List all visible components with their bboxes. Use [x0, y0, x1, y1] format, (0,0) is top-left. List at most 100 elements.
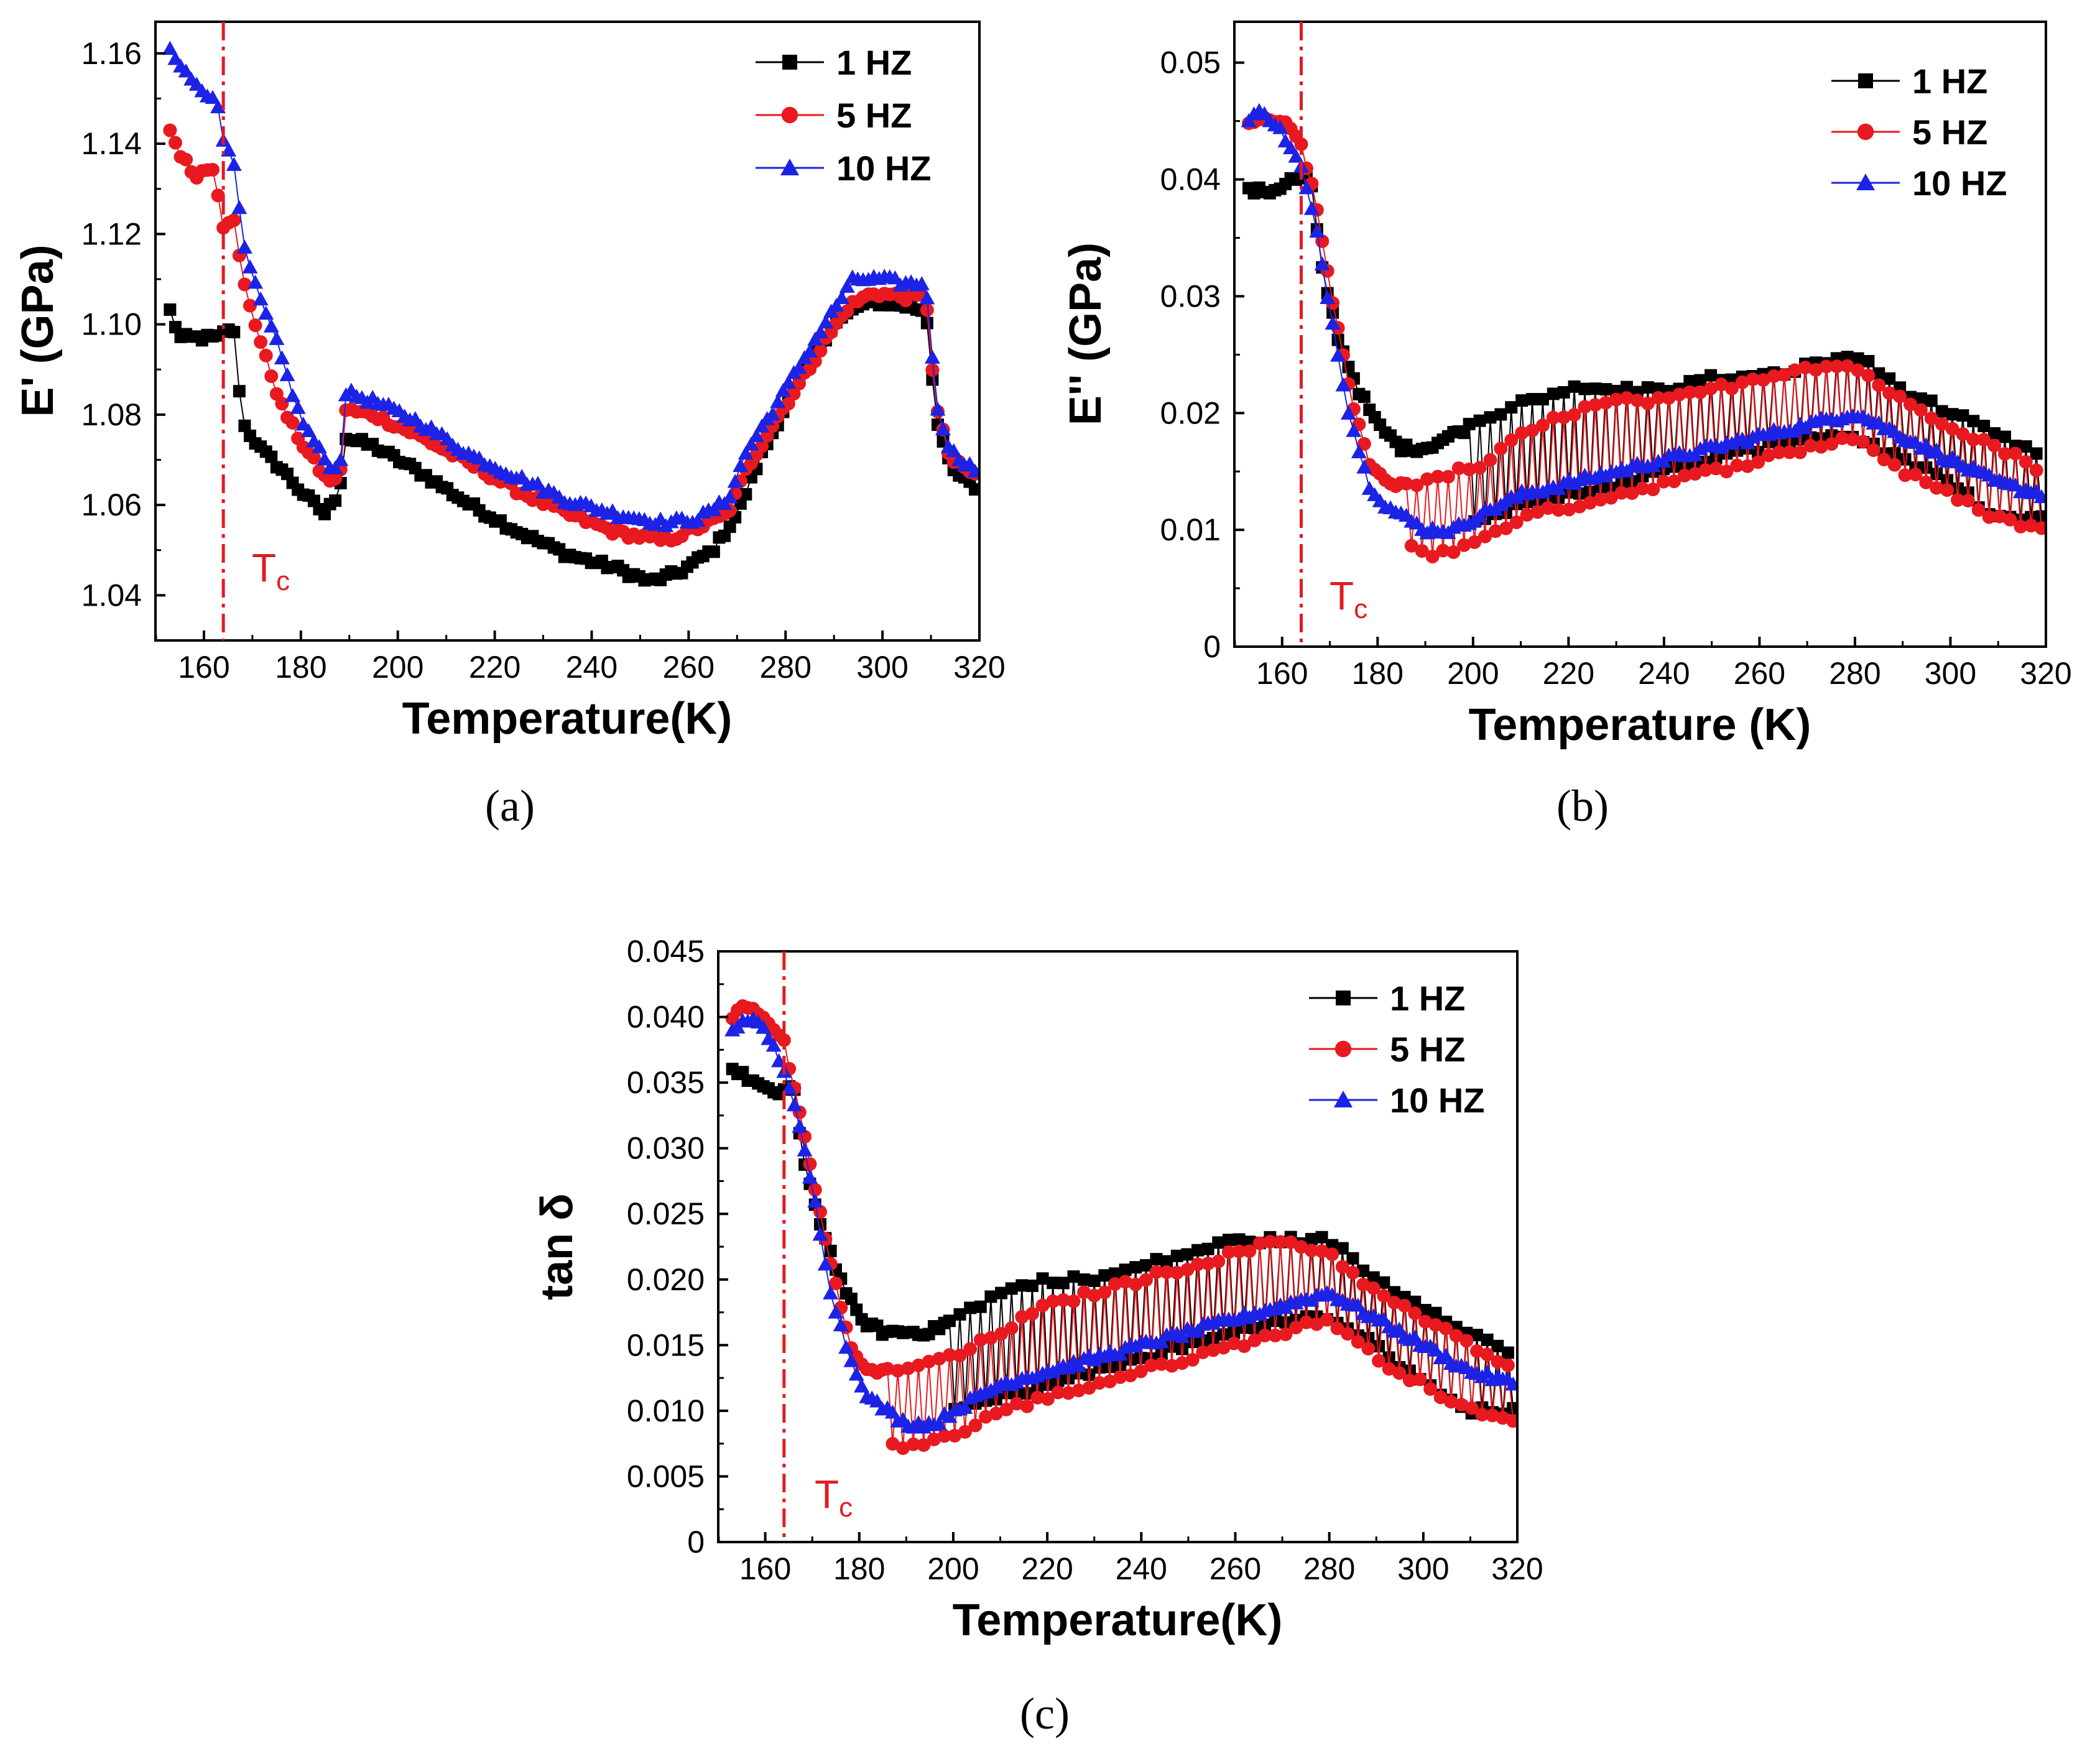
panel-c-series-10-hz — [724, 1011, 1517, 1434]
panel-c-data-point — [812, 1226, 828, 1241]
panel-c-data-point — [1407, 1329, 1423, 1344]
panel-b-legend: 1 HZ 5 HZ 10 HZ — [1831, 62, 2007, 203]
panel-c-data-point — [1186, 1336, 1199, 1349]
panel-c-data-point — [1129, 1261, 1142, 1274]
panel-c-data-point — [824, 1244, 837, 1257]
panel-c-data-point — [1423, 1382, 1438, 1396]
panel-a-data-point — [265, 450, 278, 463]
panel-b-data-point — [1714, 377, 1728, 392]
panel-a-data-point — [812, 324, 828, 339]
panel-b-data-point — [1614, 486, 1629, 500]
panel-b-data-point — [1920, 461, 1933, 474]
panel-c-ytick-label: 0.035 — [627, 1065, 705, 1100]
panel-c-data-point — [1139, 1259, 1152, 1272]
panel-c-data-point — [1149, 1265, 1163, 1279]
panel-a-xtick-label: 200 — [372, 650, 423, 685]
panel-b-data-point — [1331, 333, 1344, 346]
panel-a-data-point — [279, 367, 295, 381]
panel-b-data-point — [1358, 390, 1371, 404]
panel-c-data-point — [1098, 1285, 1112, 1300]
panel-c-data-point — [1469, 1344, 1484, 1358]
panel-b-data-point — [1451, 461, 1466, 475]
panel-c-ytick-label: 0.010 — [627, 1393, 705, 1428]
panel-a-data-point — [252, 291, 269, 306]
panel-b-data-point — [2024, 519, 2038, 533]
panel-b-legend-label: 5 HZ — [1912, 113, 1987, 152]
panel-a-data-point — [242, 259, 258, 274]
panel-c-data-point — [1361, 1341, 1376, 1356]
panel-c-data-point — [1459, 1334, 1474, 1348]
panel-c-data-point — [1040, 1392, 1055, 1406]
panel-a-data-point — [285, 415, 300, 430]
panel-c-data-point — [1020, 1387, 1034, 1400]
panel-c-data-point — [1362, 1332, 1375, 1345]
panel-c-data-point — [906, 1437, 920, 1451]
panel-b-data-point — [1478, 529, 1492, 543]
panel-a-data-point — [318, 507, 331, 520]
panel-c-data-point — [1020, 1399, 1034, 1413]
panel-a-data-point — [775, 382, 791, 397]
panel-c-data-point — [1124, 1353, 1137, 1366]
panel-b-data-point — [1546, 410, 1560, 425]
panel-c-data-point — [1009, 1397, 1024, 1411]
panel-a-xtick-label: 180 — [275, 650, 326, 685]
panel-b-xtick-label: 160 — [1256, 656, 1308, 691]
panel-b-data-point — [1515, 426, 1529, 440]
panel-b-data-point — [1599, 395, 1613, 410]
panel-b-data-point — [1599, 383, 1612, 396]
panel-a-xtick-label: 320 — [953, 650, 1005, 685]
panel-a-data-point — [780, 374, 797, 389]
panel-c-data-point — [1165, 1359, 1179, 1373]
panel-b-x-axis: 160 180 200 220 240 260 280 300 320 — [1234, 637, 2072, 691]
panel-a-data-point — [723, 520, 736, 534]
panel-b-data-point — [2019, 455, 2033, 469]
panel-b-data-layer — [1241, 103, 2046, 564]
panel-c-xtick-label: 280 — [1303, 1551, 1355, 1586]
panel-b-data-point — [1567, 408, 1581, 422]
panel-b-data-point — [1851, 352, 1864, 365]
panel-c-data-point — [1294, 1240, 1308, 1254]
panel-b-data-point — [1950, 493, 1964, 507]
panel-a-series-1-hz — [164, 295, 979, 587]
panel-c-ytick-label: 0.005 — [627, 1459, 705, 1494]
panel-c-data-point — [843, 1353, 859, 1367]
panel-a-data-point — [162, 40, 178, 55]
panel-b-x-axis-title: Temperature (K) — [1469, 700, 1811, 750]
panel-a-data-point — [264, 369, 279, 383]
panel-c-data-point — [1160, 1255, 1173, 1268]
panel-b-data-point — [1541, 501, 1555, 515]
panel-c-data-point — [1367, 1271, 1380, 1284]
panel-a-data-point — [164, 303, 177, 316]
panel-b-data-point — [1951, 482, 1964, 495]
panel-c-data-point — [1165, 1340, 1178, 1353]
panel-a-data-point — [808, 354, 822, 368]
panel-b-data-point — [1808, 363, 1823, 377]
panel-c-data-point — [999, 1402, 1014, 1416]
panel-a-data-point — [285, 388, 301, 402]
panel-c-data-point — [1066, 1294, 1081, 1308]
panel-b-data-point — [1751, 455, 1765, 469]
panel-c-data-point — [1114, 1359, 1127, 1372]
panel-c-data-point — [1216, 1341, 1231, 1355]
panel-c-data-point — [901, 1361, 915, 1375]
panel-b-data-point — [1357, 436, 1371, 451]
panel-c-data-point — [958, 1425, 972, 1439]
panel-c-data-point — [1330, 1321, 1344, 1336]
panel-b-data-point — [1782, 445, 1797, 460]
panel-b-data-point — [1462, 462, 1476, 476]
panel-c-data-point — [1382, 1351, 1395, 1364]
panel-a-data-point — [248, 318, 262, 333]
panel-b-data-point — [1946, 408, 1959, 421]
panel-a-data-point — [764, 406, 780, 421]
panel-c-data-point — [1176, 1342, 1189, 1356]
panel-a-ytick-label: 1.14 — [81, 126, 142, 161]
panel-a-data-point — [834, 290, 850, 305]
panel-b-data-point — [1866, 443, 1880, 458]
panel-c-data-point — [1175, 1356, 1190, 1370]
panel-c-data-point — [1408, 1295, 1422, 1308]
panel-c-data-point — [973, 1333, 988, 1347]
panel-a-data-point — [258, 305, 274, 320]
panel-c-data-point — [1496, 1411, 1510, 1425]
panel-c-data-point — [1004, 1321, 1019, 1335]
